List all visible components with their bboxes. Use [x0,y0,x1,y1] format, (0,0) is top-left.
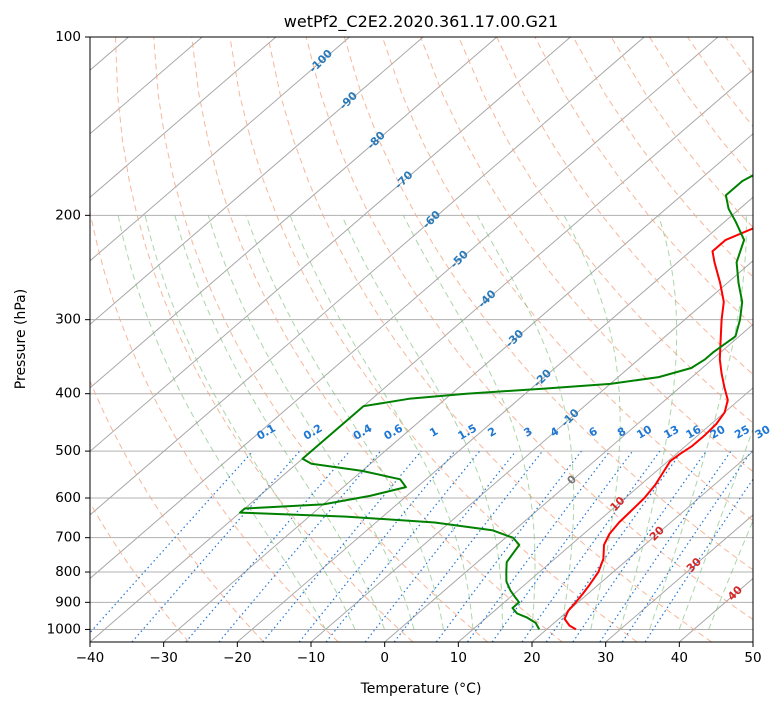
x-tick-label: 20 [523,650,540,666]
profile-lines [239,174,753,631]
dry-adiabat-line [343,37,753,571]
mixing-ratio-line [298,450,456,642]
x-tick-label: −30 [149,650,178,666]
y-tick-label: 800 [55,564,81,580]
y-tick-label: 300 [55,312,81,328]
y-axis-label: Pressure (hPa) [13,289,29,389]
x-tick-label: −10 [297,650,326,666]
mixing-ratio-line [599,450,732,642]
dewpoint-profile [239,174,753,630]
x-tick-label: 40 [671,650,688,666]
dry-adiabat-line [90,379,264,642]
y-tick-label: 1000 [47,621,81,637]
moist-adiabat-line [174,215,385,630]
plot-frame [89,36,754,643]
moist-adiabat-line [619,215,678,630]
x-tick-label: 0 [380,650,389,666]
background-lines [90,37,753,642]
x-tick-label: 10 [450,650,467,666]
mixing-ratio-line [325,450,481,642]
y-tick-label: 600 [55,490,81,506]
isotherm-line [163,133,753,642]
moist-adiabat-line [341,215,503,630]
isotherm-line [90,37,424,326]
y-tick-label: 200 [55,207,81,223]
moist-adiabat-line [289,215,474,630]
axis-ticks: −40 −30 −20 −10 0 10 20 30 40 50 100 200 300 400 500 60… [47,29,762,666]
isotherm-line [90,37,719,580]
mixing-ratio-line [621,450,752,642]
dry-adiabat-line [229,37,638,642]
y-tick-label: 100 [55,29,81,45]
dry-adiabat-line [496,37,753,376]
dry-adiabat-line [305,37,753,621]
dry-adiabat-line [267,37,712,642]
moist-adiabat-line [402,215,536,630]
mixing-ratio-label: 36 [773,423,775,442]
mixing-ratio-line [131,450,301,642]
moist-adiabat-line [678,427,753,630]
x-tick-label: −40 [76,650,105,666]
dry-adiabat-line [90,208,339,642]
moist-adiabat-line [476,215,575,630]
isotherm-line [90,37,645,516]
mixing-ratio-line [521,450,661,642]
isotherm-line [236,196,753,642]
isotherm-line [90,69,753,642]
moist-adiabat-line [117,215,327,630]
moist-adiabat-line [144,215,356,630]
moist-adiabat-line [649,215,747,630]
x-axis-label: Temperature (°C) [360,681,482,697]
mixing-ratio-line [90,450,254,634]
isotherm-line [90,37,277,198]
dry-adiabat-line [458,37,753,424]
x-tick-label: −20 [223,650,252,666]
dry-adiabat-line [381,37,753,522]
y-tick-label: 900 [55,594,81,610]
mixing-ratio-line [572,450,707,642]
isotherm-line [457,387,753,642]
mixing-ratio-line [644,478,753,642]
isotherm-line [90,37,498,389]
isotherm-line [90,37,571,453]
isotherm-line [384,323,753,642]
mixing-ratio-line [185,450,351,642]
dry-adiabat-line [153,37,488,642]
dry-adiabat-line [534,37,753,327]
dry-adiabat-line [115,37,414,642]
mixing-ratio-line [364,450,517,642]
dry-adiabat-line [420,37,753,473]
isotherm-line [605,514,753,642]
isotherm-line [90,37,350,262]
x-tick-label: 30 [597,650,614,666]
x-tick-label: 50 [744,650,761,666]
chart-title: wetPf2_C2E2.2020.361.17.00.G21 [284,12,558,32]
temperature-profile [563,227,753,631]
dry-adiabat-line [90,501,190,642]
moist-adiabat-line [563,215,621,630]
y-tick-label: 700 [55,530,81,546]
isotherm-line [531,450,753,642]
y-tick-label: 500 [55,443,81,459]
mixing-ratio-line [435,450,582,642]
y-tick-label: 400 [55,386,81,402]
